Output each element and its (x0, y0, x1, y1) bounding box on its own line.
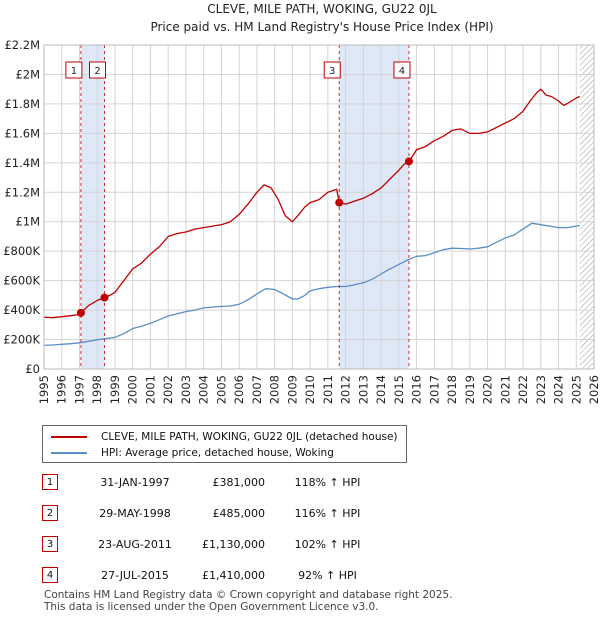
x-tick-label: 2001 (143, 375, 157, 404)
sale-price: £1,130,000 (202, 538, 265, 551)
x-tick-label: 2010 (303, 375, 317, 404)
x-tick-label: 2016 (410, 375, 424, 404)
legend-item-property: CLEVE, MILE PATH, WOKING, GU22 0JL (deta… (51, 429, 398, 445)
sale-marker-label: 4 (399, 66, 405, 77)
x-tick-label: 1996 (55, 375, 69, 404)
sale-hpi-change: 118% ↑ HPI (294, 476, 361, 489)
chart-subtitle: Price paid vs. HM Land Registry's House … (150, 20, 493, 34)
x-tick-label: 2005 (214, 375, 228, 404)
x-tick-label: 2026 (587, 375, 600, 404)
y-tick-label: £600K (3, 274, 40, 288)
sale-marker-label: 3 (329, 66, 335, 77)
x-tick-label: 2024 (552, 375, 566, 404)
legend-swatch-property (51, 436, 87, 438)
x-tick-label: 2014 (374, 375, 388, 404)
sale-date: 27-JUL-2015 (101, 569, 169, 582)
footer-copyright: Contains HM Land Registry data © Crown c… (44, 589, 453, 601)
y-tick-label: £0 (25, 362, 40, 376)
sale-period-band (80, 45, 105, 369)
sale-point (404, 157, 413, 166)
footer: Contains HM Land Registry data © Crown c… (44, 589, 452, 613)
x-tick-label: 2019 (463, 375, 477, 404)
x-tick-label: 2022 (516, 375, 530, 404)
x-tick-label: 2000 (126, 375, 140, 404)
y-tick-label: £1.8M (4, 97, 40, 111)
x-tick-label: 2012 (339, 375, 353, 404)
x-tick-label: 2020 (481, 375, 495, 404)
y-tick-label: £400K (3, 303, 40, 317)
plot-frame (43, 44, 595, 370)
sale-marker-label: 2 (94, 66, 100, 77)
x-tick-label: 2011 (321, 375, 335, 404)
sale-price: £485,000 (212, 507, 266, 520)
sale-hpi-change: 102% ↑ HPI (294, 538, 361, 551)
x-tick-label: 2007 (250, 375, 264, 404)
x-tick-label: 2013 (356, 375, 370, 404)
x-tick-label: 1997 (72, 375, 86, 404)
sale-point (335, 198, 344, 207)
x-tick-label: 2018 (445, 375, 459, 404)
sale-date: 29-MAY-1998 (99, 507, 171, 520)
x-tick-label: 2004 (197, 375, 211, 404)
x-tick-label: 1995 (37, 375, 51, 404)
sale-row: 1 31-JAN-1997 £381,000 118% ↑ HPI (0, 473, 600, 493)
sale-number: 2 (42, 505, 58, 521)
x-tick-label: 2023 (534, 375, 548, 404)
y-tick-label: £1.4M (4, 156, 40, 170)
sale-marker-box (89, 61, 106, 79)
sale-row: 3 23-AUG-2011 £1,130,000 102% ↑ HPI (0, 535, 600, 555)
y-tick-label: £1.2M (4, 185, 40, 199)
y-tick-label: £800K (3, 244, 40, 258)
x-tick-label: 2008 (268, 375, 282, 404)
sale-date: 23-AUG-2011 (98, 538, 172, 551)
x-tick-label: 2002 (161, 375, 175, 404)
y-tick-label: £1.6M (4, 126, 40, 140)
property-series-line (44, 88, 581, 319)
legend-item-hpi: HPI: Average price, detached house, Woki… (51, 445, 334, 461)
x-tick-label: 2003 (179, 375, 193, 404)
sale-hpi-change: 116% ↑ HPI (294, 507, 361, 520)
x-tick-label: 2025 (569, 375, 583, 404)
sale-period-band (339, 45, 409, 369)
x-tick-label: 2015 (392, 375, 406, 404)
footer-licence: This data is licensed under the Open Gov… (44, 601, 379, 613)
sale-marker-box (65, 61, 83, 79)
sale-price: £381,000 (212, 476, 266, 489)
sale-hpi-change: 92% ↑ HPI (298, 569, 357, 582)
sale-marker-box (393, 61, 411, 79)
price-chart: CLEVE, MILE PATH, WOKING, GU22 0JL Price… (3, 2, 600, 404)
sale-point (100, 293, 109, 302)
y-tick-label: £200K (3, 333, 40, 347)
y-tick-label: £2.2M (4, 38, 40, 52)
hpi-series-line (44, 222, 580, 347)
x-tick-label: 2009 (285, 375, 299, 404)
x-tick-label: 1998 (90, 375, 104, 404)
sale-number: 1 (42, 474, 58, 490)
sale-price: £1,410,000 (202, 569, 265, 582)
sale-marker-label: 1 (71, 66, 77, 77)
x-tick-label: 2006 (232, 375, 246, 404)
sale-point (76, 308, 85, 317)
chart-title: CLEVE, MILE PATH, WOKING, GU22 0JL (207, 2, 437, 16)
sale-row: 2 29-MAY-1998 £485,000 116% ↑ HPI (0, 504, 600, 524)
legend-label-hpi: HPI: Average price, detached house, Woki… (101, 447, 334, 459)
legend-label-property: CLEVE, MILE PATH, WOKING, GU22 0JL (deta… (101, 431, 398, 443)
x-tick-label: 1999 (108, 375, 122, 404)
plot-area (44, 45, 594, 369)
sale-number: 3 (42, 536, 58, 552)
sale-marker-box (323, 61, 341, 79)
sale-number: 4 (42, 567, 58, 583)
x-tick-label: 2017 (427, 375, 441, 404)
y-tick-label: £1M (15, 215, 40, 229)
legend: CLEVE, MILE PATH, WOKING, GU22 0JL (deta… (42, 425, 407, 463)
forecast-hatch (579, 45, 594, 369)
sale-row: 4 27-JUL-2015 £1,410,000 92% ↑ HPI (0, 566, 600, 586)
legend-swatch-hpi (51, 452, 87, 454)
y-tick-label: £2M (15, 67, 40, 81)
x-tick-label: 2021 (498, 375, 512, 404)
sale-date: 31-JAN-1997 (100, 476, 170, 489)
